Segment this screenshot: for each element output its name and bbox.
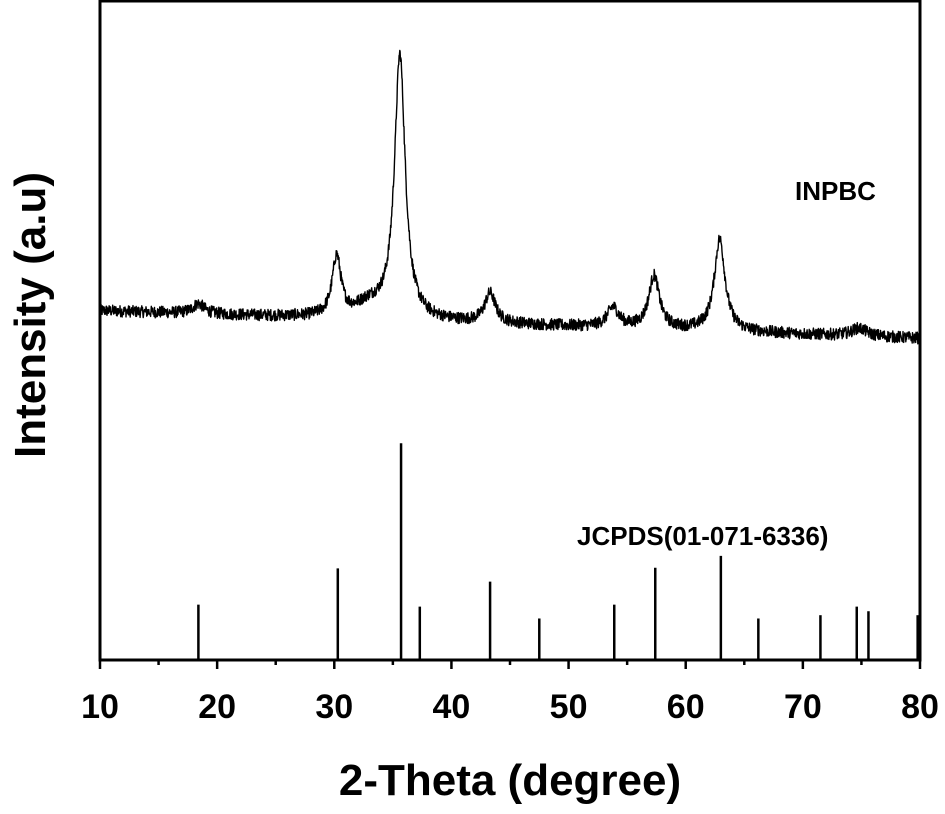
reference-sticks: [197, 443, 919, 660]
x-tick-label: 80: [901, 688, 939, 726]
x-tick-label: 40: [433, 688, 471, 726]
x-tick-label: 10: [81, 688, 119, 726]
plot-frame: [98, 0, 922, 662]
x-axis-tick-labels: 10 20 30 40 50 60 70 80: [81, 688, 939, 726]
x-tick-label: 70: [784, 688, 822, 726]
x-tick-label: 60: [667, 688, 705, 726]
series-label-reference: JCPDS(01-071-6336): [577, 521, 828, 551]
inpbc-pattern-line: [99, 49, 921, 345]
x-tick-label: 50: [550, 688, 588, 726]
x-axis-title: 2-Theta (degree): [339, 756, 681, 805]
x-axis-ticks: [98, 660, 922, 669]
x-tick-label: 20: [198, 688, 236, 726]
series-label-inpbc: INPBC: [795, 176, 876, 206]
x-tick-label: 30: [315, 688, 353, 726]
y-axis-title: Intensity (a.u): [6, 172, 55, 458]
